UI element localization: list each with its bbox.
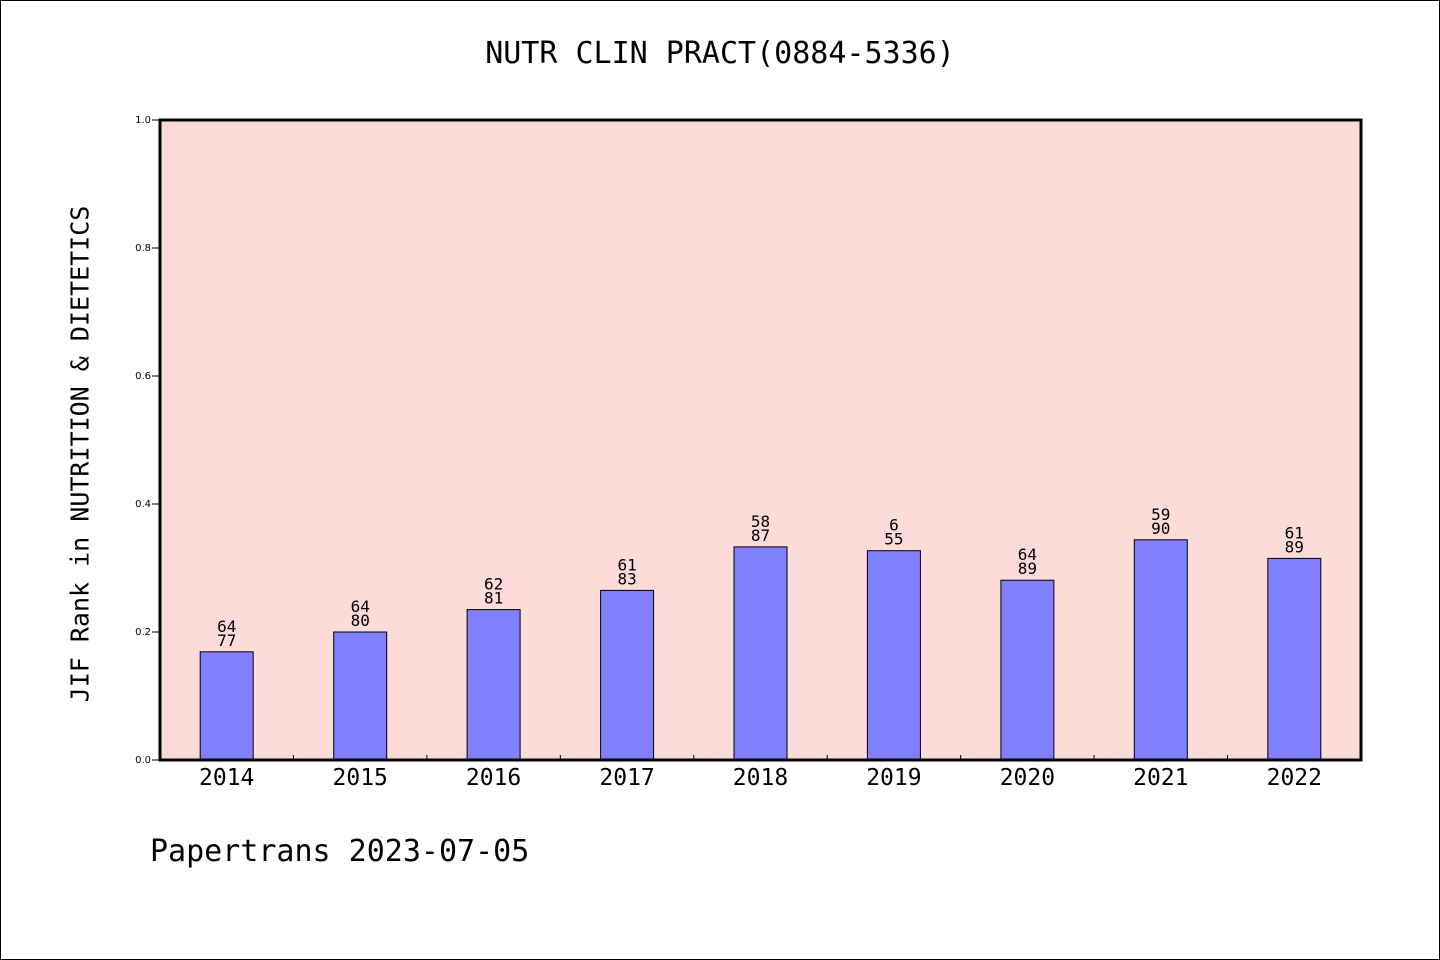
x-tick-label-2016: 2016 — [466, 765, 521, 791]
y-tick-label-0.0: 0.0 — [135, 755, 151, 766]
data-label-total-2021: 90 — [1151, 519, 1170, 538]
bar-2015 — [333, 631, 388, 761]
chart-title: NUTR CLIN PRACT(0884-5336) — [485, 36, 955, 71]
data-label-total-2017: 83 — [617, 569, 636, 588]
bar-2014 — [199, 651, 254, 761]
x-tick-label-2018: 2018 — [733, 765, 788, 791]
x-tick-label-2014: 2014 — [199, 765, 254, 791]
bar-2016 — [466, 609, 521, 761]
data-label-total-2014: 77 — [217, 631, 236, 650]
x-tick-label-2015: 2015 — [333, 765, 388, 791]
x-tick-label-2019: 2019 — [866, 765, 921, 791]
data-label-total-2015: 80 — [351, 611, 370, 630]
data-label-rank-2014: 64 — [217, 617, 236, 636]
y-tick-label-0.4: 0.4 — [135, 499, 151, 510]
bar-2019 — [866, 550, 921, 761]
y-tick-label-0.6: 0.6 — [135, 371, 151, 382]
data-label-rank-2020: 64 — [1018, 545, 1037, 564]
data-label-total-2022: 89 — [1285, 537, 1304, 556]
data-label-rank-2021: 59 — [1151, 505, 1170, 524]
x-tick-label-2020: 2020 — [1000, 765, 1055, 791]
y-tick-label-0.2: 0.2 — [135, 627, 151, 638]
bar-2020 — [1000, 579, 1055, 761]
data-label-rank-2017: 61 — [617, 555, 636, 574]
bar-2022 — [1267, 557, 1322, 761]
bar-2021 — [1133, 539, 1188, 761]
data-label-rank-2019: 6 — [889, 516, 899, 535]
y-tick-label-1.0: 1.0 — [135, 115, 151, 126]
x-tick-label-2021: 2021 — [1133, 765, 1188, 791]
bar-2017 — [600, 589, 655, 761]
data-label-total-2020: 89 — [1018, 559, 1037, 578]
data-label-rank-2015: 64 — [351, 597, 370, 616]
data-label-total-2019: 55 — [884, 530, 903, 549]
plot-border — [158, 118, 1363, 762]
data-label-total-2018: 87 — [751, 526, 770, 545]
data-label-rank-2018: 58 — [751, 512, 770, 531]
data-label-total-2016: 81 — [484, 589, 503, 608]
x-tick-label-2017: 2017 — [599, 765, 654, 791]
x-tick-label-2022: 2022 — [1267, 765, 1322, 791]
y-tick-label-0.8: 0.8 — [135, 243, 151, 254]
footer-credit: Papertrans 2023-07-05 — [150, 834, 530, 869]
data-label-rank-2022: 61 — [1285, 523, 1304, 542]
bar-2018 — [733, 546, 788, 761]
data-label-rank-2016: 62 — [484, 575, 503, 594]
